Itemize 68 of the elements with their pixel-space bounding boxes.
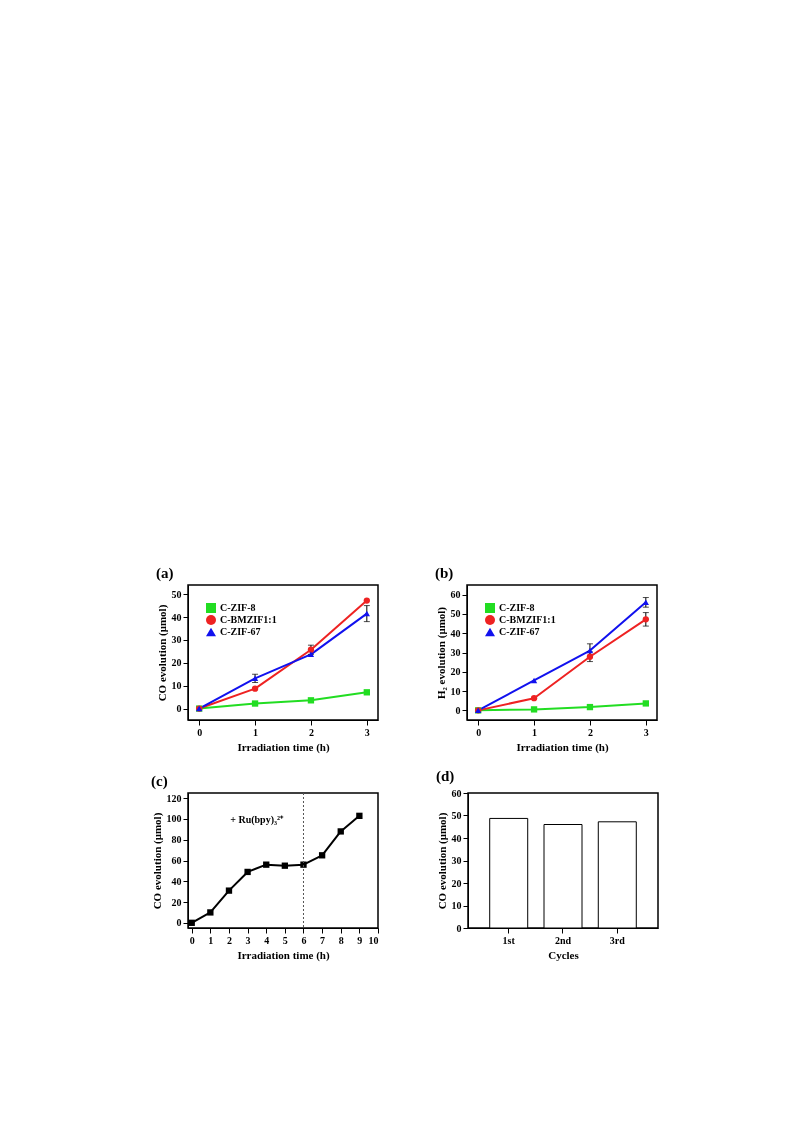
y-tick-label: 50: [451, 810, 462, 821]
x-tick-label: 3: [643, 726, 649, 738]
chart-title: (a): [156, 565, 174, 582]
legend-label: C-ZIF-8: [220, 602, 256, 613]
x-tick-label: 3: [245, 934, 251, 946]
y-tick-label: 30: [450, 647, 461, 658]
x-tick-label: 2: [587, 726, 593, 738]
x-tick-label: 6: [301, 934, 307, 946]
y-tick-label: 50: [450, 608, 461, 620]
legend-label: C-BMZIF1:1: [499, 614, 556, 625]
y-tick-label: 30: [171, 634, 182, 646]
y-tick-label: 10: [171, 680, 182, 692]
y-tick-label: 20: [171, 896, 182, 908]
legend-label: C-BMZIF1:1: [220, 614, 277, 625]
x-tick-label: 10: [368, 934, 379, 946]
y-tick-label: 80: [171, 834, 182, 846]
y-axis-title: CO evolution (μmol): [155, 604, 169, 702]
x-tick-label: 1: [208, 934, 214, 946]
x-tick-label: 1st: [502, 934, 516, 946]
y-tick-label: 20: [451, 877, 462, 889]
y-tick-label: 0: [456, 922, 462, 934]
y-tick-label: 0: [176, 703, 182, 715]
y-tick-label: 60: [171, 855, 182, 866]
y-tick-label: 40: [171, 875, 182, 887]
x-tick-label: 8: [338, 934, 344, 946]
y-tick-label: 100: [166, 813, 182, 825]
x-axis-title: Cycles: [548, 948, 580, 961]
x-tick-label: 1: [532, 726, 538, 738]
y-tick-label: 10: [450, 685, 461, 697]
y-axis-title: CO evolution (μmol): [150, 812, 164, 910]
y-tick-label: 20: [171, 657, 182, 669]
y-tick-label: 20: [450, 666, 461, 678]
chart-title: (b): [435, 565, 454, 582]
x-tick-label: 0: [476, 726, 482, 738]
y-tick-label: 10: [451, 900, 462, 911]
chart-title: (d): [436, 768, 455, 785]
annotation: + Ru(bpy)₃²⁺: [230, 814, 284, 826]
legend-label: C-ZIF-67: [220, 626, 261, 637]
x-tick-label: 2: [226, 934, 232, 946]
y-tick-label: 40: [450, 627, 461, 639]
x-tick-label: 1: [253, 726, 259, 738]
x-tick-label: 3: [364, 726, 370, 738]
y-tick-label: 60: [450, 589, 461, 601]
y-tick-label: 0: [455, 704, 461, 716]
x-tick-label: 2: [308, 726, 314, 738]
x-axis-title: Irradiation time (h): [237, 740, 330, 754]
x-tick-label: 4: [264, 934, 270, 946]
x-tick-label: 0: [189, 934, 195, 946]
y-tick-label: 40: [171, 611, 182, 623]
x-tick-label: 0: [197, 726, 203, 738]
legend-label: C-ZIF-8: [499, 602, 535, 613]
y-tick-label: 30: [451, 855, 462, 866]
x-tick-label: 2nd: [554, 934, 572, 946]
y-tick-label: 40: [451, 832, 462, 844]
x-tick-label: 7: [320, 934, 326, 946]
y-axis-title: H₂ evolution (μmol): [434, 606, 448, 700]
x-axis-title: Irradiation time (h): [516, 740, 609, 754]
y-axis-title: CO evolution (μmol): [435, 812, 449, 910]
x-tick-label: 5: [282, 934, 288, 946]
x-tick-label: 3rd: [609, 934, 626, 946]
y-tick-label: 50: [171, 588, 182, 600]
x-tick-label: 9: [357, 934, 363, 946]
x-axis-title: Irradiation time (h): [237, 948, 330, 962]
legend-label: C-ZIF-67: [499, 626, 540, 637]
y-tick-label: 120: [166, 792, 182, 804]
chart-title: (c): [151, 772, 168, 790]
y-tick-label: 60: [451, 787, 462, 799]
y-tick-label: 0: [176, 917, 182, 929]
